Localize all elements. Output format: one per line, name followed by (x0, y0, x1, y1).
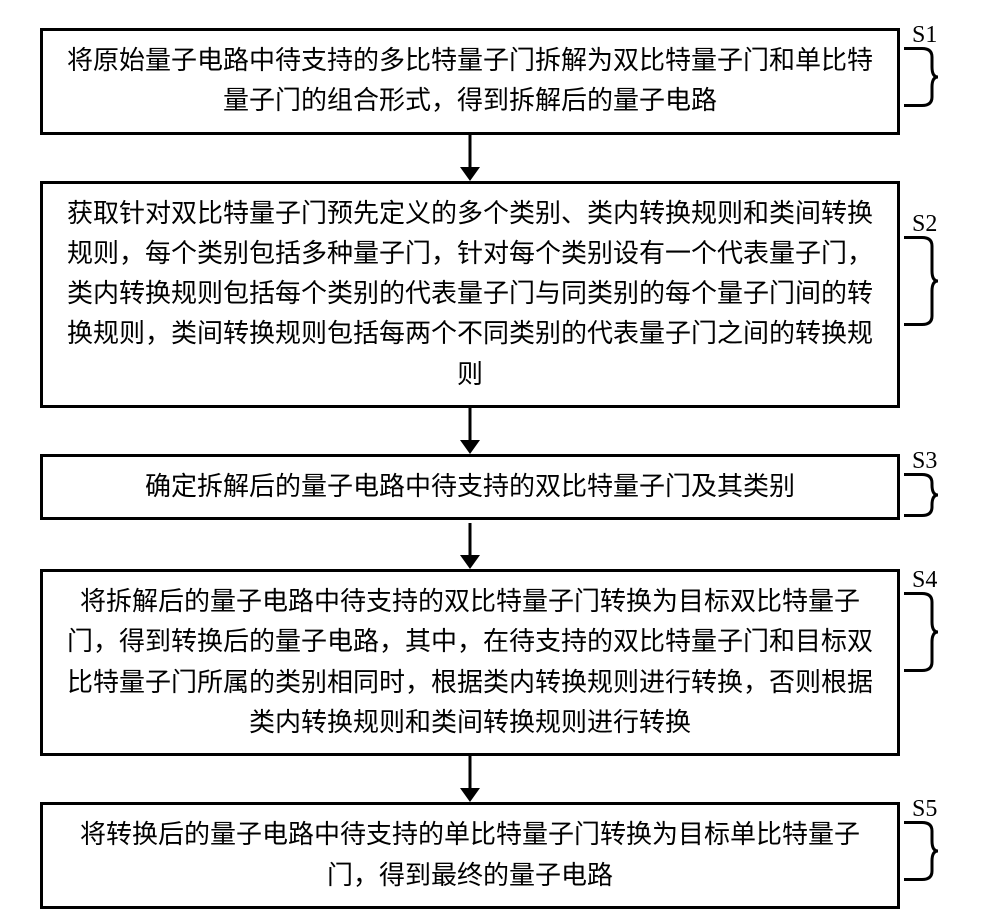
step-box: 获取针对双比特量子门预先定义的多个类别、类内转换规则和类间转换规则，每个类别包括… (40, 181, 900, 408)
step-label: S4 (904, 567, 938, 594)
bracket-icon (904, 592, 938, 672)
bracket-icon (904, 236, 938, 326)
flow-arrow (40, 756, 900, 802)
step-label: S1 (904, 22, 938, 49)
step-box: 确定拆解后的量子电路中待支持的双比特量子门及其类别 (40, 454, 900, 520)
flowchart-container: 将原始量子电路中待支持的多比特量子门拆解为双比特量子门和单比特量子门的组合形式，… (40, 28, 960, 909)
step-text: 获取针对双比特量子门预先定义的多个类别、类内转换规则和类间转换规则，每个类别包括… (67, 199, 873, 389)
step-label-group: S4 (904, 567, 938, 672)
step-label: S5 (904, 796, 938, 823)
flow-step-S4: 将拆解后的量子电路中待支持的双比特量子门转换为目标双比特量子门，得到转换后的量子… (40, 569, 960, 756)
flow-arrow (40, 408, 900, 454)
step-text: 将原始量子电路中待支持的多比特量子门拆解为双比特量子门和单比特量子门的组合形式，… (67, 46, 873, 115)
step-text: 确定拆解后的量子电路中待支持的双比特量子门及其类别 (145, 472, 795, 501)
step-label-group: S1 (904, 22, 938, 107)
step-text: 将拆解后的量子电路中待支持的双比特量子门转换为目标双比特量子门，得到转换后的量子… (67, 587, 873, 737)
flow-arrow (40, 523, 900, 569)
flow-step-S3: 确定拆解后的量子电路中待支持的双比特量子门及其类别S3 (40, 454, 960, 523)
bracket-icon (904, 47, 938, 107)
step-label-group: S2 (904, 211, 938, 326)
bracket-icon (904, 821, 938, 881)
step-box: 将拆解后的量子电路中待支持的双比特量子门转换为目标双比特量子门，得到转换后的量子… (40, 569, 900, 756)
flow-step-S1: 将原始量子电路中待支持的多比特量子门拆解为双比特量子门和单比特量子门的组合形式，… (40, 28, 960, 135)
step-label-group: S5 (904, 796, 938, 881)
step-text: 将转换后的量子电路中待支持的单比特量子门转换为目标单比特量子门，得到最终的量子电… (80, 820, 860, 889)
step-label-group: S3 (904, 448, 938, 517)
step-box: 将转换后的量子电路中待支持的单比特量子门转换为目标单比特量子门，得到最终的量子电… (40, 802, 900, 909)
flow-step-S2: 获取针对双比特量子门预先定义的多个类别、类内转换规则和类间转换规则，每个类别包括… (40, 181, 960, 408)
flow-step-S5: 将转换后的量子电路中待支持的单比特量子门转换为目标单比特量子门，得到最终的量子电… (40, 802, 960, 909)
step-label: S3 (904, 448, 938, 475)
flow-arrow (40, 135, 900, 181)
step-box: 将原始量子电路中待支持的多比特量子门拆解为双比特量子门和单比特量子门的组合形式，… (40, 28, 900, 135)
bracket-icon (904, 473, 938, 517)
step-label: S2 (904, 211, 938, 238)
